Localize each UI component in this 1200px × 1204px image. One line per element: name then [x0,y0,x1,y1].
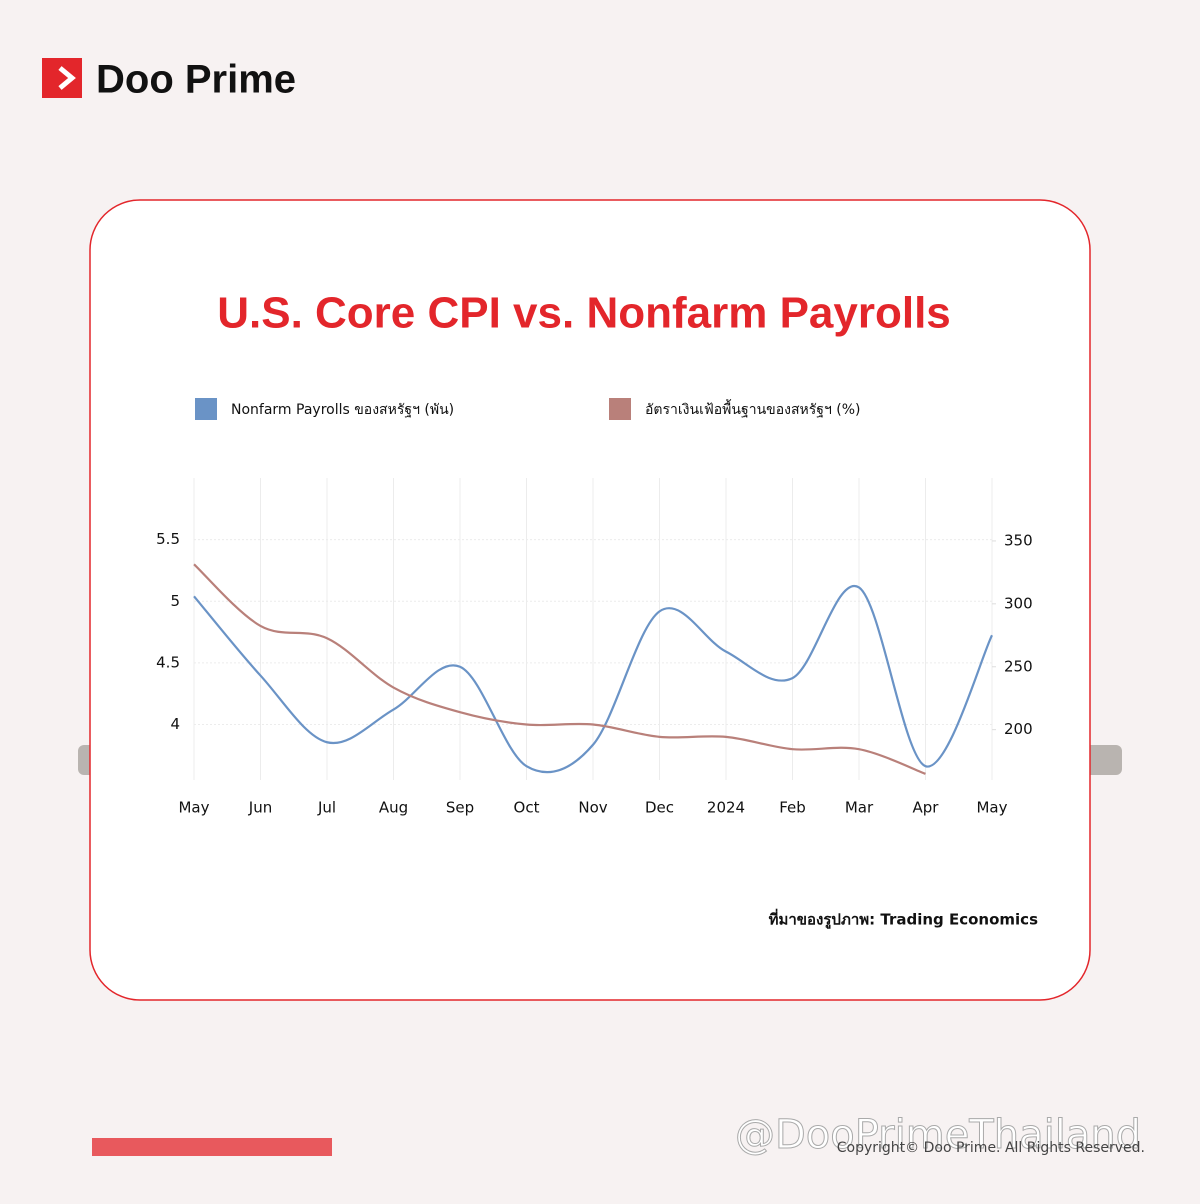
chart-title: U.S. Core CPI vs. Nonfarm Payrolls [217,289,951,338]
legend-label: Nonfarm Payrolls ของสหรัฐฯ (พัน) [231,402,454,418]
x-tick-label: Feb [779,799,806,817]
series-line [193,584,993,774]
x-tick-label: May [178,799,209,817]
x-tick-label: Aug [379,799,408,817]
card [89,199,1091,1001]
legend-swatch [609,398,631,420]
y-tick-label: 5.5 [156,530,180,548]
x-tick-label: Oct [514,799,540,817]
y-tick-label: 4 [170,715,180,733]
x-tick-label: May [976,799,1007,817]
logo: Doo Prime [42,58,296,102]
series-line [193,563,926,775]
x-tick-label: Mar [845,799,874,817]
x-tick-label: Sep [446,799,474,817]
x-tick-label: Jun [248,799,272,817]
x-tick-label: Dec [645,799,674,817]
y2-tick-label: 350 [1004,531,1033,549]
x-tick-label: 2024 [707,799,745,817]
y2-tick-label: 200 [1004,720,1033,738]
source: ที่มาของรูปภาพ: Trading Economics [769,909,1038,930]
legend-label: อัตราเงินเฟ้อพื้นฐานของสหรัฐฯ (%) [645,399,861,418]
y-tick-label: 4.5 [156,653,180,671]
y-tick-label: 5 [170,592,180,610]
x-tick-label: Apr [913,799,940,817]
y2-tick-label: 300 [1004,594,1033,612]
x-tick-label: Nov [578,799,607,817]
y2-tick-label: 250 [1004,657,1033,675]
chart: May Jun Jul Aug Sep Oct Nov Dec 2024 Feb Mar Apr May… [156,398,1033,817]
brand: Doo Prime [96,58,296,102]
legend-swatch [195,398,217,420]
footer-stripes [92,1138,332,1156]
logo-mark [42,58,82,98]
footer-handle: @DooPrimeThailand [735,1112,1141,1158]
x-tick-label: Jul [317,799,336,817]
footer-copyright: Copyright© Doo Prime. All Rights Reserve… [837,1140,1145,1156]
